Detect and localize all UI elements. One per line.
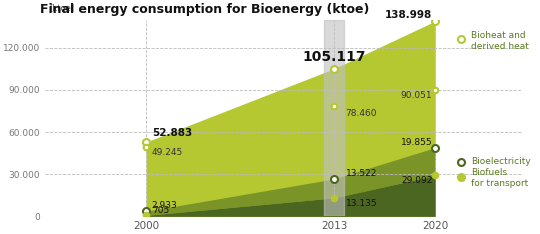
Text: 138.998: 138.998 — [385, 10, 432, 20]
Text: 49.245: 49.245 — [152, 148, 183, 157]
Text: 52.883: 52.883 — [152, 128, 192, 138]
Text: Bioheat and
derived heat: Bioheat and derived heat — [471, 31, 529, 51]
Bar — [324, 20, 344, 216]
Text: 78.460: 78.460 — [346, 109, 377, 118]
Text: 29.092: 29.092 — [401, 176, 432, 185]
Text: 19.855: 19.855 — [401, 138, 432, 147]
Text: Biofuels
for transport: Biofuels for transport — [471, 168, 529, 189]
Text: Bioelectricity: Bioelectricity — [471, 157, 531, 166]
Text: 13.135: 13.135 — [346, 199, 377, 208]
Text: 105.117: 105.117 — [302, 50, 366, 64]
Text: [ktoe]: [ktoe] — [49, 3, 75, 12]
Text: Final energy consumption for Bioenergy (ktoe): Final energy consumption for Bioenergy (… — [40, 3, 369, 16]
Text: 2.933: 2.933 — [152, 201, 178, 210]
Text: 13.522: 13.522 — [346, 169, 377, 178]
Text: 90.051: 90.051 — [401, 91, 432, 100]
Text: 705: 705 — [152, 206, 169, 215]
